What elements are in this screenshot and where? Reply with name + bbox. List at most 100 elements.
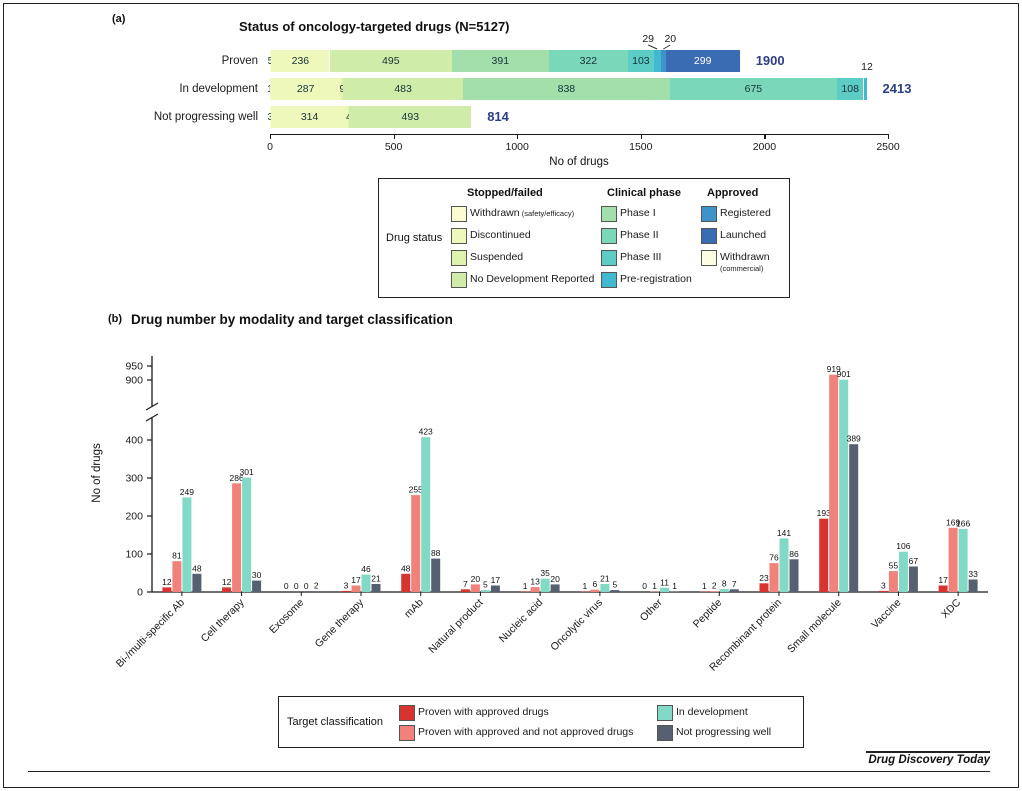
bar-segment-phase1 xyxy=(451,50,549,72)
segment-value-label: 1 xyxy=(250,78,290,100)
segment-value-label: 483 xyxy=(394,83,412,95)
row-total-label: 1900 xyxy=(755,53,785,68)
legend-swatch-phase3 xyxy=(601,250,617,266)
bar-segment-phase2 xyxy=(670,78,837,100)
journal-name: Drug Discovery Today xyxy=(868,754,990,766)
bar-segment-no_dev xyxy=(329,50,452,72)
segment-value-label: 495 xyxy=(382,55,400,67)
bar-segment-suspended xyxy=(341,78,344,100)
x-axis-line xyxy=(270,134,888,136)
legend-swatch-withdrawn_comm xyxy=(701,250,717,266)
segment-value-label: 29 xyxy=(642,33,655,45)
bar-segment-discontinued xyxy=(271,50,330,72)
legend-group-header: Approved xyxy=(707,187,759,199)
panel-b-title: Drug number by modality and target class… xyxy=(131,312,453,327)
bar-segment-no_dev xyxy=(349,106,472,128)
row-category-label: Proven xyxy=(221,55,258,67)
legend-item-label: Suspended xyxy=(470,251,524,263)
legend-swatch-no_dev xyxy=(451,272,467,288)
panel-b-target-classification-legend: Target classification Proven with approv… xyxy=(278,696,804,748)
legend-swatch-dark xyxy=(657,725,673,741)
bar-segment-suspended xyxy=(348,106,350,128)
x-axis-tick xyxy=(393,134,395,139)
bar-segment-discontinued xyxy=(270,106,349,128)
figure-border xyxy=(3,3,1019,788)
legend-item-label: Not progressing well xyxy=(676,726,772,738)
x-tick-label: 2000 xyxy=(752,141,777,153)
segment-value-label: 5 xyxy=(251,50,291,72)
row-total-label: 2413 xyxy=(882,81,912,96)
legend-swatch-phase1 xyxy=(601,206,617,222)
x-axis-tick xyxy=(517,134,519,139)
segment-value-label: 838 xyxy=(557,83,576,95)
annotation-leader-lines xyxy=(647,44,671,50)
legend-swatch-suspended xyxy=(451,250,467,266)
legend-item-label: Pre-registration xyxy=(620,273,692,285)
legend-group-header: Clinical phase xyxy=(607,187,681,199)
x-axis-tick xyxy=(270,134,272,139)
bar-segment-withdrawn_se xyxy=(270,106,271,128)
legend-item-label: Phase III xyxy=(620,251,662,263)
leader-line xyxy=(663,44,671,50)
legend-item-label: Withdrawn xyxy=(720,251,770,263)
row-category-label: In development xyxy=(179,83,258,95)
segment-value-label: 675 xyxy=(744,83,763,95)
row-category-label: Not progressing well xyxy=(153,111,258,123)
segment-value-label: 493 xyxy=(401,111,420,123)
legend-item-label: Registered xyxy=(720,207,771,219)
bar-segment-no_dev xyxy=(343,78,463,100)
legend-item-label: In development xyxy=(676,706,748,718)
segment-value-label: 322 xyxy=(579,55,598,67)
bar-segment-prereg xyxy=(653,50,661,72)
legend-item-label: Phase I xyxy=(620,207,656,219)
leader-line xyxy=(647,44,658,50)
legend-swatch-prereg xyxy=(601,272,617,288)
panel-b-legend-title: Target classification xyxy=(287,716,383,728)
segment-value-label: 236 xyxy=(291,55,310,67)
panel-b-tag: (b) xyxy=(108,313,123,325)
segment-value-label: 12 xyxy=(861,61,873,73)
legend-item-label: Discontinued xyxy=(470,229,531,241)
segment-value-label: 299 xyxy=(693,55,712,67)
footer-rule-short xyxy=(866,751,990,753)
legend-swatch-launched xyxy=(701,228,717,244)
bar-segment-phase1 xyxy=(462,78,670,100)
legend-item-label: Phase II xyxy=(620,229,659,241)
x-tick-label: 1500 xyxy=(629,141,653,153)
bar-segment-launched xyxy=(665,50,740,72)
panel-a-tag: (a) xyxy=(112,13,126,25)
bar-segment-registered xyxy=(660,50,666,72)
segment-value-label: 20 xyxy=(664,33,677,45)
segment-value-label: 4 xyxy=(329,106,369,128)
legend-swatch-red xyxy=(399,705,415,721)
x-axis-tick xyxy=(640,134,643,139)
segment-value-label: 314 xyxy=(300,111,319,123)
panel-b-y-axis-title: No of drugs xyxy=(91,443,103,503)
bar-segment-prereg xyxy=(863,78,867,100)
legend-item-label: No Development Reported xyxy=(470,273,595,285)
segment-value-label: 9 xyxy=(339,83,346,95)
legend-swatch-phase2 xyxy=(601,228,617,244)
panel-a-title: Status of oncology-targeted drugs (N=512… xyxy=(239,19,510,34)
bar-segment-discontinued xyxy=(270,78,342,100)
x-axis-tick xyxy=(888,134,890,139)
bar-segment-phase3 xyxy=(628,50,654,72)
legend-item-note: (safety/efficacy) xyxy=(519,209,575,218)
panel-a-x-axis-title: No of drugs xyxy=(549,156,609,168)
legend-swatch-pink xyxy=(399,725,415,741)
x-tick-label: 2500 xyxy=(876,141,900,153)
segment-value-label: 391 xyxy=(491,55,510,67)
row-total-label: 814 xyxy=(487,109,509,124)
segment-value-label: 287 xyxy=(296,83,315,95)
x-tick-label: 1000 xyxy=(505,141,529,153)
x-tick-label: 0 xyxy=(267,141,273,153)
legend-item-label: Withdrawn (safety/efficacy) xyxy=(470,207,575,219)
segment-value-label: 3 xyxy=(250,106,290,128)
segment-value-label: 103 xyxy=(632,55,650,67)
x-axis-tick xyxy=(764,134,766,139)
legend-swatch-discontinued xyxy=(451,228,467,244)
legend-item-label: Proven with approved and not approved dr… xyxy=(418,726,634,738)
legend-item-label: Proven with approved drugs xyxy=(418,706,549,718)
legend-item-note: (commercial) xyxy=(720,264,764,273)
